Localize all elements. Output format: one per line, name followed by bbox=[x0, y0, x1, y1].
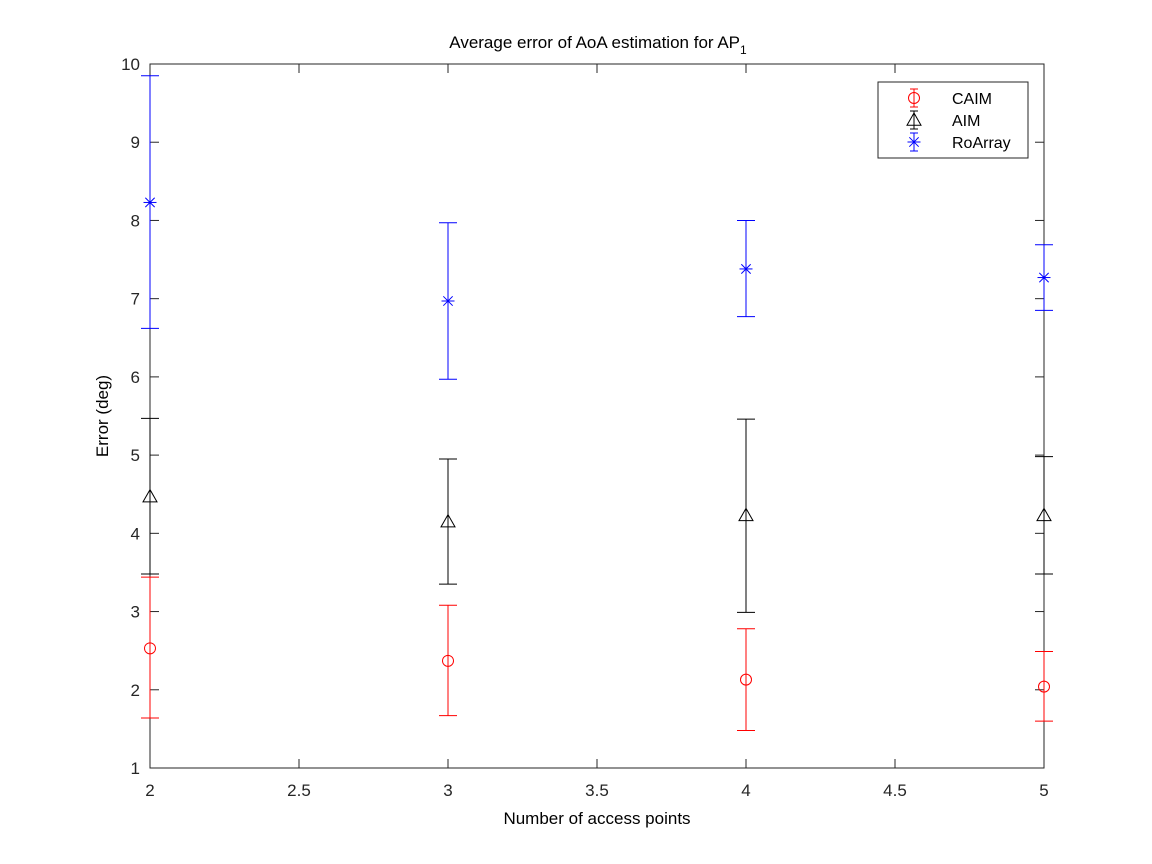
x-tick-label: 3 bbox=[443, 781, 452, 800]
data-point-aim bbox=[440, 513, 456, 528]
data-point-caim bbox=[442, 654, 454, 667]
data-point-roarray bbox=[441, 294, 455, 308]
legend-marker-roarray bbox=[907, 135, 921, 149]
legend-label-caim: CAIM bbox=[952, 91, 992, 108]
data-point-caim bbox=[1038, 680, 1050, 693]
data-point-aim bbox=[142, 488, 158, 503]
legend-label-roarray: RoArray bbox=[952, 135, 1011, 152]
x-axis-label: Number of access points bbox=[503, 809, 690, 828]
x-tick-label: 2.5 bbox=[287, 781, 311, 800]
x-tick-label: 4 bbox=[741, 781, 750, 800]
y-tick-label: 7 bbox=[131, 290, 140, 309]
data-point-caim bbox=[144, 642, 156, 655]
y-tick-label: 3 bbox=[131, 603, 140, 622]
y-tick-label: 2 bbox=[131, 681, 140, 700]
y-tick-label: 1 bbox=[131, 759, 140, 778]
data-point-roarray bbox=[1037, 271, 1051, 285]
data-point-aim bbox=[1036, 507, 1052, 522]
legend-label-aim: AIM bbox=[952, 113, 980, 130]
data-point-aim bbox=[738, 507, 754, 522]
data-point-roarray bbox=[143, 195, 157, 209]
series-roarray bbox=[141, 75, 1053, 380]
legend-marker-caim bbox=[908, 92, 920, 104]
chart-title-subscript: 1 bbox=[740, 43, 747, 57]
series-caim bbox=[141, 576, 1053, 731]
data-point-caim bbox=[740, 673, 752, 686]
x-tick-label: 4.5 bbox=[883, 781, 907, 800]
data-point-roarray bbox=[739, 262, 753, 276]
legend: CAIM AIM RoArray bbox=[877, 81, 1029, 159]
series-aim bbox=[141, 417, 1053, 613]
x-tick-label: 3.5 bbox=[585, 781, 609, 800]
y-tick-label: 8 bbox=[131, 211, 140, 230]
y-tick-label: 5 bbox=[131, 446, 140, 465]
legend-marker-aim bbox=[906, 111, 922, 126]
y-axis-label: Error (deg) bbox=[93, 375, 112, 457]
y-tick-label: 6 bbox=[131, 368, 140, 387]
x-tick-label: 2 bbox=[145, 781, 154, 800]
chart-title-text: Average error of AoA estimation for AP bbox=[449, 33, 740, 52]
chart-title: Average error of AoA estimation for AP1 bbox=[449, 33, 747, 57]
x-tick-label: 5 bbox=[1039, 781, 1048, 800]
y-tick-label: 9 bbox=[131, 133, 140, 152]
y-tick-label: 10 bbox=[121, 55, 140, 74]
legend-box bbox=[877, 81, 1029, 159]
y-tick-label: 4 bbox=[131, 524, 140, 543]
